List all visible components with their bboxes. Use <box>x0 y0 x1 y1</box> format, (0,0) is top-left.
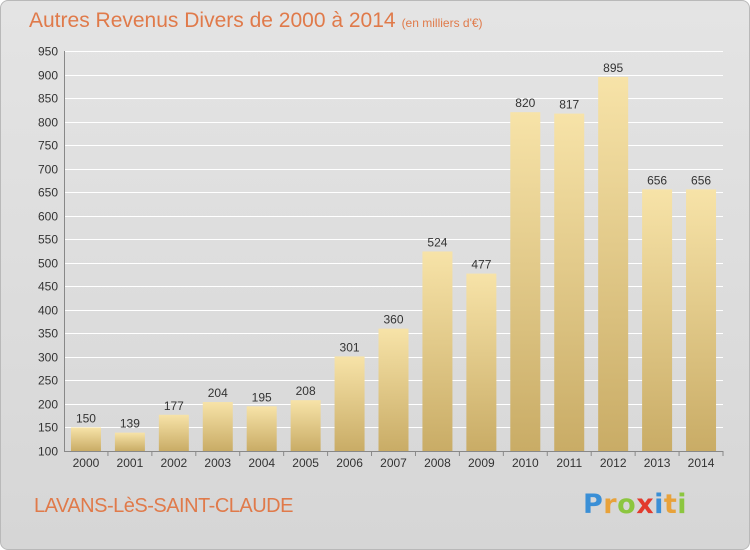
x-tick-label: 2014 <box>688 456 715 470</box>
data-label: 208 <box>296 384 316 398</box>
bar <box>510 112 541 452</box>
logo-letter: o <box>617 489 637 520</box>
y-tick-label: 500 <box>38 257 58 271</box>
y-tick-label: 300 <box>38 351 58 365</box>
x-tick-label: 2000 <box>73 456 100 470</box>
labels: 100 150 200 250 300 350 400 450 500 550 600 650 700 7… <box>38 45 715 471</box>
logo-letter: x <box>636 489 655 520</box>
data-label: 301 <box>340 340 360 354</box>
bar <box>686 189 717 451</box>
y-tick-label: 400 <box>38 304 58 318</box>
data-label: 150 <box>76 411 96 425</box>
x-tick-label: 2004 <box>248 456 275 470</box>
data-label: 204 <box>208 386 228 400</box>
y-tick-label: 150 <box>38 421 58 435</box>
y-tick-label: 350 <box>38 327 58 341</box>
title-text: Autres Revenus Divers de 2000 à 2014 <box>29 9 396 32</box>
y-tick-label: 700 <box>38 163 58 177</box>
bar <box>422 251 453 451</box>
bar <box>114 432 145 451</box>
logo-letter: r <box>603 489 618 520</box>
y-tick-label: 650 <box>38 186 58 200</box>
title-unit: (en milliers d'€) <box>401 16 483 30</box>
y-tick-label: 950 <box>38 45 58 59</box>
proxiti-logo: Proxiti <box>583 489 687 520</box>
bar <box>246 406 277 451</box>
x-tick-label: 2013 <box>644 456 671 470</box>
data-label: 524 <box>427 235 447 249</box>
x-tick-label: 2012 <box>600 456 627 470</box>
x-tick-label: 2005 <box>292 456 319 470</box>
y-tick-label: 200 <box>38 398 58 412</box>
logo-letter: t <box>663 489 678 520</box>
data-label: 656 <box>647 173 667 187</box>
data-label: 360 <box>383 313 403 327</box>
axes <box>64 51 724 456</box>
y-tick-label: 250 <box>38 374 58 388</box>
data-label: 895 <box>603 61 623 75</box>
bar <box>158 414 189 451</box>
y-tick-label: 100 <box>38 445 58 459</box>
x-tick-label: 2011 <box>556 456 582 470</box>
x-tick-label: 2006 <box>336 456 363 470</box>
x-tick-label: 2001 <box>117 456 144 470</box>
y-tick-label: 750 <box>38 139 58 153</box>
y-tick-label: 800 <box>38 116 58 130</box>
bar <box>290 400 321 451</box>
logo-letter: P <box>583 489 604 520</box>
commune-name: LAVANS-LèS-SAINT-CLAUDE <box>34 495 293 517</box>
bar <box>598 76 629 451</box>
bar <box>554 113 585 452</box>
bar <box>334 356 365 451</box>
bar <box>202 402 233 451</box>
bar <box>642 189 673 451</box>
x-tick-label: 2010 <box>512 456 539 470</box>
x-tick-label: 2002 <box>160 456 187 470</box>
y-tick-label: 900 <box>38 69 58 83</box>
data-label: 177 <box>164 399 184 413</box>
y-tick-label: 550 <box>38 233 58 247</box>
logo-letter: i <box>654 489 664 520</box>
bars <box>70 76 717 452</box>
y-tick-label: 600 <box>38 210 58 224</box>
chart-title: Autres Revenus Divers de 2000 à 2014 (en … <box>29 9 483 33</box>
bar <box>466 273 497 451</box>
x-tick-label: 2008 <box>424 456 451 470</box>
data-label: 139 <box>120 417 140 431</box>
x-tick-label: 2003 <box>204 456 231 470</box>
bar <box>70 427 101 451</box>
y-tick-label: 850 <box>38 92 58 106</box>
data-label: 820 <box>515 96 535 110</box>
logo-letter: i <box>677 489 688 520</box>
data-label: 656 <box>691 173 711 187</box>
bar <box>378 328 409 451</box>
x-tick-label: 2009 <box>468 456 495 470</box>
data-label: 817 <box>559 98 579 112</box>
data-label: 195 <box>252 390 272 404</box>
y-tick-label: 450 <box>38 280 58 294</box>
data-label: 477 <box>471 258 491 272</box>
x-tick-label: 2007 <box>380 456 407 470</box>
